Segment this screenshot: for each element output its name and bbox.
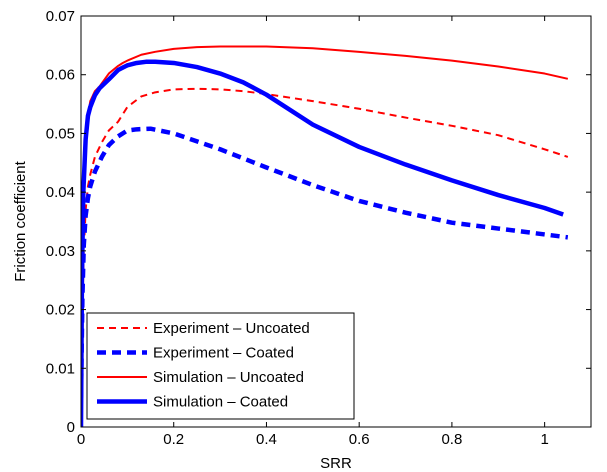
x-tick-label: 0.6 (349, 431, 370, 448)
y-tick-label: 0.02 (46, 302, 75, 319)
series-line-1 (81, 87, 569, 416)
legend-label-3: Simulation – Uncoated (153, 369, 304, 386)
y-axis-label: Friction coefficient (12, 160, 29, 281)
series-layer (81, 45, 569, 427)
x-tick-label: 1 (540, 431, 548, 448)
legend-label-1: Experiment – Uncoated (153, 320, 310, 337)
x-tick-label: 0.2 (163, 431, 184, 448)
legend: Experiment – Uncoated Experiment – Coated… (86, 312, 355, 420)
x-axis-label: SRR (320, 455, 352, 472)
legend-label-4: Simulation – Coated (153, 394, 288, 411)
series-line-2 (81, 126, 569, 398)
x-tick-label: 0 (77, 431, 85, 448)
y-tick-label: 0 (67, 419, 75, 436)
y-tick-label: 0.04 (46, 184, 75, 201)
legend-label-2: Experiment – Coated (153, 345, 294, 362)
y-tick-label: 0.06 (46, 67, 75, 84)
plot-frame (80, 15, 592, 428)
y-tick-label: 0.05 (46, 125, 75, 142)
ticks-layer: 0 0.2 0.4 0.6 0.8 1 0 0.01 0.02 0.03 0.04 0.05 0.06 0… (46, 8, 591, 448)
y-tick-label: 0.07 (46, 8, 75, 25)
x-tick-label: 0.4 (256, 431, 277, 448)
y-tick-label: 0.01 (46, 360, 75, 377)
y-tick-label: 0.03 (46, 243, 75, 260)
x-tick-label: 0.8 (441, 431, 462, 448)
series-line-4 (81, 59, 564, 427)
